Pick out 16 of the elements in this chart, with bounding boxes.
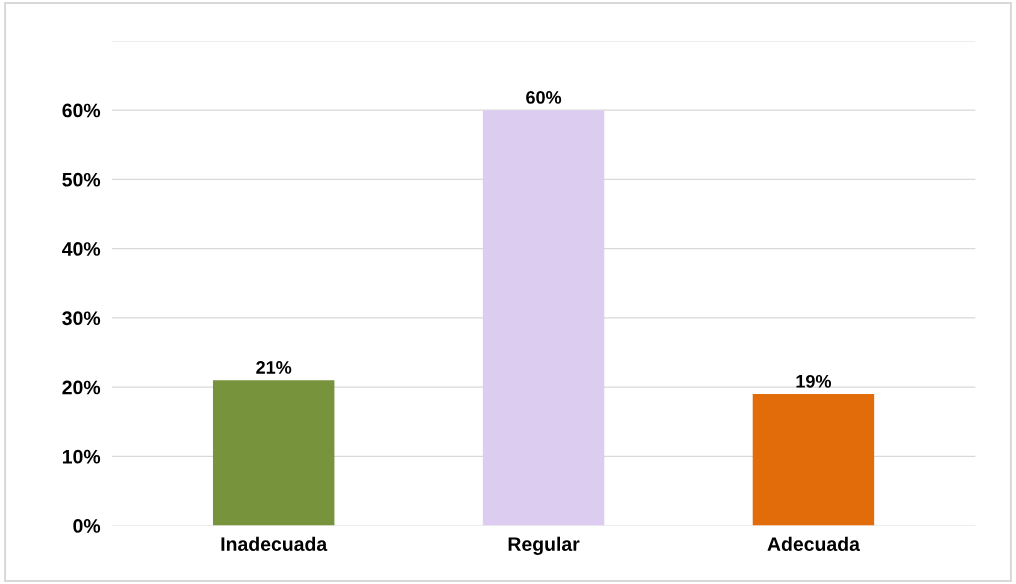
data-label: 19% (796, 374, 832, 388)
y-tick-label: 20% (62, 380, 101, 395)
y-tick-label: 0% (73, 519, 101, 533)
bar (212, 380, 335, 526)
data-label: 60% (526, 90, 562, 104)
bar (752, 394, 875, 526)
y-tick-label: 40% (62, 242, 101, 256)
y-tick-label: 60% (62, 103, 101, 118)
x-tick-label: Adecuada (767, 536, 861, 551)
y-tick-label: 50% (62, 172, 101, 187)
x-tick-label: Inadecuada (221, 536, 328, 551)
x-tick-label: Regular (508, 536, 580, 555)
data-label: 21% (256, 361, 292, 374)
y-tick-label: 10% (62, 449, 101, 464)
y-tick-label: 30% (62, 311, 101, 326)
bar (482, 110, 605, 526)
